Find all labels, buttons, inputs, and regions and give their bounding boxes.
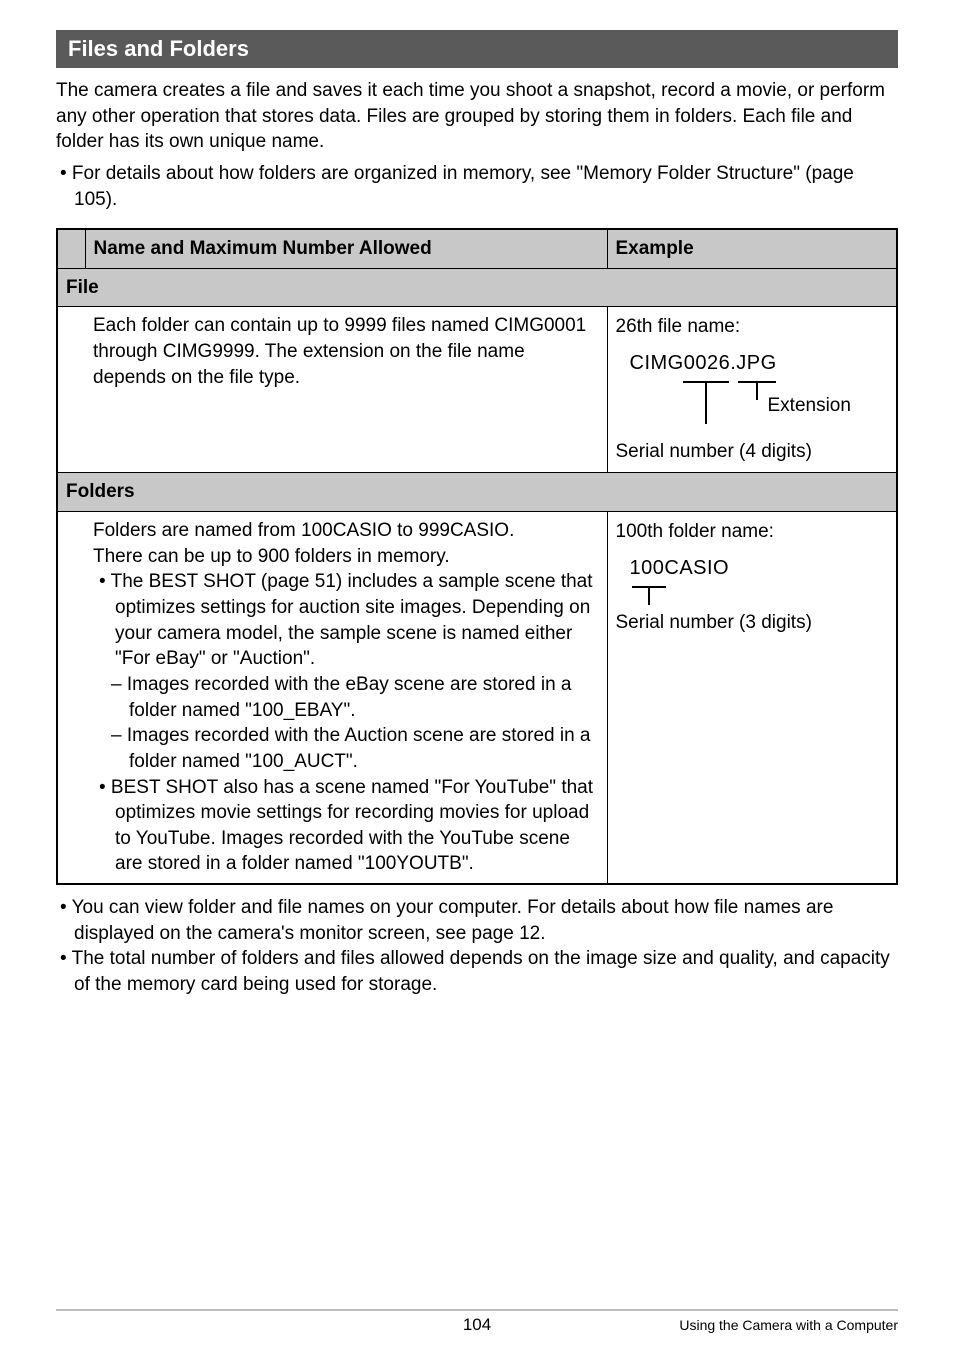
header-spacer [57,229,85,268]
file-label: File [57,268,897,307]
file-example-cell: 26th file name: CIMG0026.JPG Extension S… [607,307,897,473]
folders-example-cell: 100th folder name: 100CASIO Serial numbe… [607,512,897,884]
page-number: 104 [463,1315,491,1335]
foldername-serial: 100 [630,557,665,579]
file-description: Each folder can contain up to 9999 files… [85,307,607,473]
folders-bullet-2: • BEST SHOT also has a scene named "For … [93,775,599,878]
header-example: Example [607,229,897,268]
folder-annotation-svg [616,585,816,609]
folders-bullet-1: • The BEST SHOT (page 51) includes a sam… [93,569,599,672]
extension-label: Extension [768,392,851,421]
bottom-note-1: • You can view folder and file names on … [56,895,898,946]
files-folders-table: Name and Maximum Number Allowed Example … [56,228,898,885]
foldername-suffix: CASIO [664,557,729,579]
folders-intro1: Folders are named from 100CASIO to 999CA… [93,518,599,544]
filename-serial: 0026 [684,352,731,374]
page-footer: 104 Using the Camera with a Computer [56,1309,898,1333]
section-title: Files and Folders [56,30,898,68]
file-spacer [57,307,85,473]
header-name: Name and Maximum Number Allowed [85,229,607,268]
folders-serial-label: Serial number (3 digits) [616,609,889,638]
folders-sub-2: – Images recorded with the Auction scene… [105,723,599,774]
folders-sub-1: – Images recorded with the eBay scene ar… [105,672,599,723]
bottom-notes: • You can view folder and file names on … [56,895,898,998]
intro-paragraph: The camera creates a file and saves it e… [56,78,898,155]
file-body-row: Each folder can contain up to 9999 files… [57,307,897,473]
folders-example-title: 100th folder name: [616,518,889,547]
file-serial-label: Serial number (4 digits) [616,438,889,467]
folders-label: Folders [57,473,897,512]
filename-prefix: CIMG [630,352,684,374]
file-subheader-row: File [57,268,897,307]
folders-body-row: Folders are named from 100CASIO to 999CA… [57,512,897,884]
folders-spacer [57,512,85,884]
file-example-title: 26th file name: [616,313,889,342]
folders-intro2: There can be up to 900 folders in memory… [93,544,599,570]
table-header-row: Name and Maximum Number Allowed Example [57,229,897,268]
bottom-note-2: • The total number of folders and files … [56,946,898,997]
folders-subheader-row: Folders [57,473,897,512]
folders-description: Folders are named from 100CASIO to 999CA… [85,512,607,884]
top-bullet: • For details about how folders are orga… [56,161,898,212]
footer-right: Using the Camera with a Computer [679,1317,898,1333]
filename-ext: JPG [736,352,776,374]
